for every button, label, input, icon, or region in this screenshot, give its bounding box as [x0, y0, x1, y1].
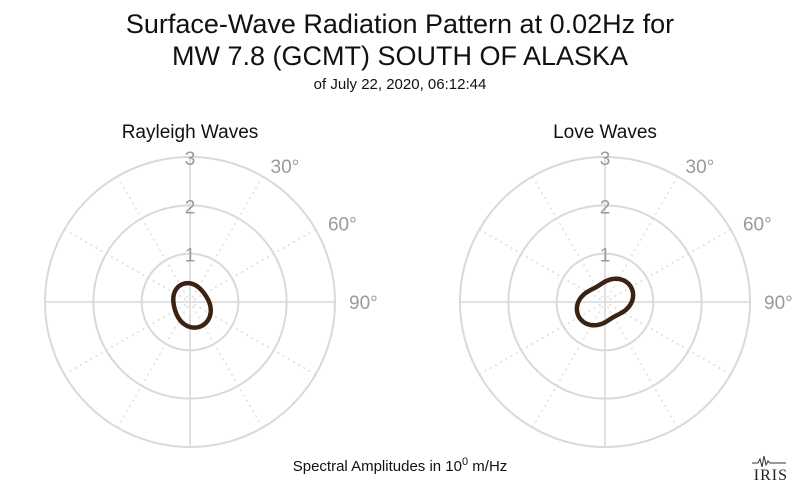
- chart1-angle-tick-90: 90°: [349, 293, 378, 314]
- amplitude-units-footer: Spectral Amplitudes in 100 m/Hz: [0, 456, 800, 475]
- chart1-title: Rayleigh Waves: [122, 122, 259, 143]
- chart2-ring-2: [507, 204, 703, 400]
- chart-title-line1: Surface-Wave Radiation Pattern at 0.02Hz…: [125, 9, 675, 39]
- footer-suffix: m/Hz: [468, 458, 508, 475]
- iris-logo-text: IRIS: [753, 467, 788, 484]
- chart1-ring-1: [140, 252, 240, 352]
- chart2-ring-1: [555, 252, 655, 352]
- chart1-ring-2: [92, 204, 288, 400]
- chart2-angle-tick-60: 60°: [743, 215, 772, 236]
- chart2-radial-tick-3: 3: [600, 149, 611, 170]
- chart2-title: Love Waves: [553, 122, 657, 143]
- chart-title-line2: MW 7.8 (GCMT) SOUTH OF ALASKA: [171, 41, 629, 71]
- chart2-radial-tick-2: 2: [600, 197, 611, 218]
- iris-logo-icon: [752, 455, 786, 468]
- footer-prefix: Spectral Amplitudes in 10: [292, 458, 462, 475]
- chart1-angle-tick-60: 60°: [328, 215, 357, 236]
- chart2-ring-3: [459, 156, 751, 448]
- chart2-angle-tick-30: 30°: [686, 157, 715, 178]
- chart-subtitle: of July 22, 2020, 06:12:44: [313, 76, 487, 93]
- chart2-pattern-series-0: [574, 276, 636, 328]
- chart2-radial-tick-1: 1: [600, 246, 611, 267]
- chart1-ring-3: [44, 156, 336, 448]
- chart1-radial-tick-3: 3: [185, 149, 196, 170]
- chart1-radial-tick-2: 2: [185, 197, 196, 218]
- chart1-radial-tick-1: 1: [185, 246, 196, 267]
- chart1-pattern-series-0: [171, 280, 213, 330]
- chart1-angle-tick-30: 30°: [271, 157, 300, 178]
- chart2-angle-tick-90: 90°: [764, 293, 793, 314]
- footer-exponent: 0: [461, 456, 469, 468]
